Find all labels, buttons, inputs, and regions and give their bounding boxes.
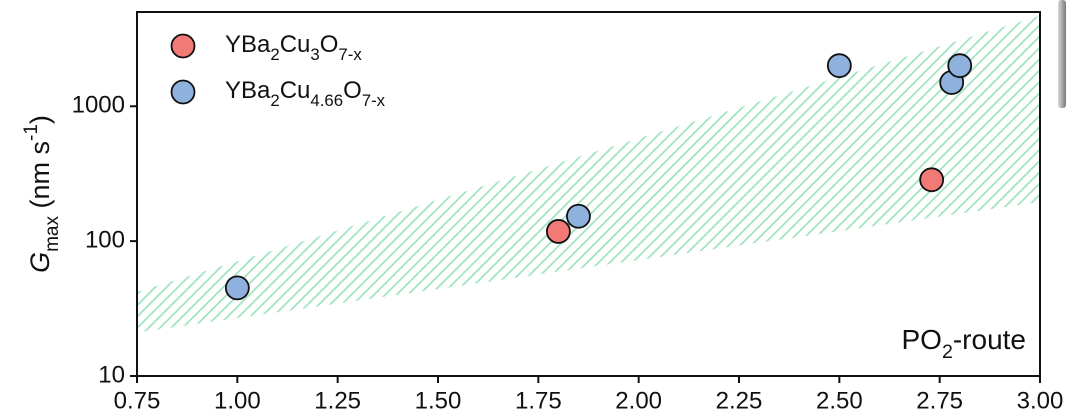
x-tick-label: 2.75 bbox=[916, 387, 963, 414]
legend-marker bbox=[170, 79, 196, 105]
plot-frame bbox=[136, 11, 1041, 377]
y-axis-label: Gmax (nm s-1) bbox=[21, 115, 63, 273]
legend-label: YBa2Cu3O7-x bbox=[225, 31, 362, 64]
shaded-band bbox=[137, 15, 1040, 333]
y-tick-label: 10 bbox=[98, 361, 125, 388]
data-point bbox=[224, 275, 250, 301]
data-point bbox=[566, 203, 591, 229]
x-tick-label: 1.50 bbox=[415, 387, 462, 414]
data-point bbox=[947, 53, 973, 79]
x-tick-label: 0.75 bbox=[114, 387, 161, 414]
y-tick-label: 100 bbox=[85, 226, 125, 253]
data-point bbox=[919, 167, 945, 193]
x-tick-label: 3.00 bbox=[1017, 387, 1064, 414]
x-tick-label: 2.00 bbox=[615, 387, 662, 414]
cropped-photo-edge bbox=[1058, 0, 1066, 108]
annotation: PO2-route bbox=[901, 324, 1026, 363]
data-point bbox=[546, 219, 571, 244]
legend-label: YBa2Cu4.66O7-x bbox=[225, 77, 386, 110]
x-tick-label: 1.75 bbox=[515, 387, 562, 414]
y-tick-label: 1000 bbox=[72, 92, 125, 119]
legend-marker bbox=[170, 33, 196, 59]
x-tick-label: 1.00 bbox=[214, 387, 261, 414]
x-tick-label: 2.50 bbox=[816, 387, 863, 414]
x-tick-label: 2.25 bbox=[716, 387, 763, 414]
data-point bbox=[826, 53, 852, 79]
x-tick-label: 1.25 bbox=[314, 387, 361, 414]
